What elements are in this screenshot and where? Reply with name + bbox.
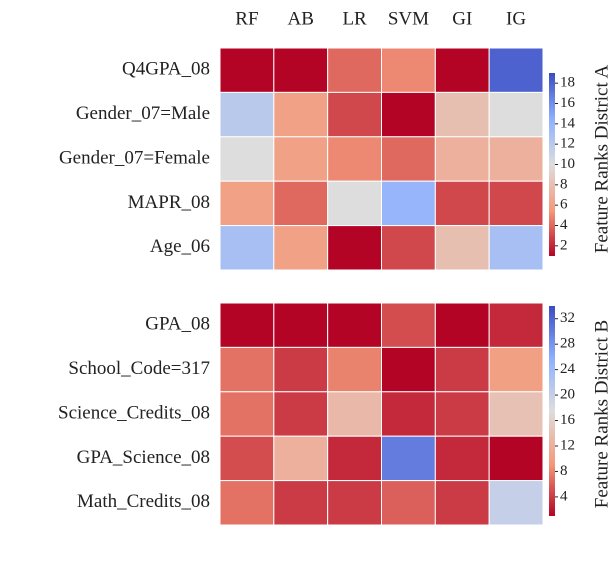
heatmap-cell <box>273 180 329 227</box>
colorbar-tick-label: 18 <box>560 75 575 91</box>
heatmap-cell <box>219 91 275 138</box>
column-label: GI <box>452 8 472 29</box>
heatmap-cell <box>434 180 490 227</box>
heatmap-cell <box>327 346 382 393</box>
row-label: MAPR_08 <box>128 192 210 213</box>
colorbar-tick-label: 16 <box>560 412 576 428</box>
heatmap-cell <box>434 391 490 437</box>
heatmap-cell <box>327 480 382 526</box>
heatmap-cell <box>219 225 275 271</box>
colorbar-tick-label: 10 <box>560 156 575 172</box>
heatmap-cell <box>273 302 329 348</box>
colorbar-tick-label: 12 <box>560 437 575 453</box>
column-label: LR <box>342 8 367 29</box>
heatmap-cell <box>488 136 544 182</box>
colorbar-tick-label: 2 <box>560 237 568 253</box>
row-label: School_Code=317 <box>68 358 210 379</box>
heatmap-cell <box>488 180 544 227</box>
row-label: Q4GPA_08 <box>122 59 210 80</box>
heatmap-cell <box>273 225 329 271</box>
heatmap-cell <box>327 435 382 482</box>
heatmap-cell <box>434 435 490 482</box>
heatmap-cell <box>219 180 275 227</box>
heatmap-cell <box>273 346 329 393</box>
heatmap-cell <box>327 180 382 227</box>
colorbar-tick-label: 4 <box>560 488 568 504</box>
heatmap-cell <box>273 435 329 482</box>
heatmap-cell <box>219 136 275 182</box>
colorbar-tick-label: 24 <box>560 361 576 377</box>
heatmap-cell <box>434 91 490 138</box>
heatmap-cell <box>273 480 329 526</box>
heatmap-cell <box>434 480 490 526</box>
heatmap-cell <box>327 91 382 138</box>
heatmap-cell <box>488 91 544 138</box>
heatmap-cell <box>488 225 544 271</box>
heatmap-cell <box>488 302 544 348</box>
heatmap-cell <box>381 47 436 93</box>
heatmap-cell <box>219 391 275 437</box>
colorbar-label: Feature Ranks District B <box>591 320 612 508</box>
heatmap-cell <box>381 302 436 348</box>
heatmap-cell <box>434 346 490 393</box>
colorbar <box>549 306 555 516</box>
column-label: SVM <box>388 8 429 29</box>
heatmap-cell <box>327 47 382 93</box>
colorbar-tick-label: 28 <box>560 336 575 352</box>
heatmap-cell <box>381 180 436 227</box>
heatmap-cell <box>381 346 436 393</box>
heatmap-cell <box>488 391 544 437</box>
heatmap-cell <box>273 47 329 93</box>
heatmap-cell <box>219 435 275 482</box>
colorbar-tick-label: 8 <box>560 463 568 479</box>
colorbar-tick-label: 12 <box>560 136 575 152</box>
heatmap-cell <box>488 435 544 482</box>
colorbar-tick-label: 20 <box>560 387 575 403</box>
row-label: GPA_Science_08 <box>77 447 210 468</box>
colorbar-tick-label: 8 <box>560 176 568 192</box>
row-label: Math_Credits_08 <box>77 491 210 512</box>
heatmap-cell <box>434 302 490 348</box>
row-label: Science_Credits_08 <box>58 402 210 423</box>
colorbar-tick-label: 16 <box>560 95 576 111</box>
colorbar-tick-label: 6 <box>560 197 568 213</box>
column-label: IG <box>506 8 526 29</box>
heatmap-cell <box>219 47 275 93</box>
heatmap-cell <box>273 136 329 182</box>
heatmap-cell <box>327 302 382 348</box>
heatmap-cell <box>434 47 490 93</box>
colorbar-label: Feature Ranks District A <box>591 65 612 254</box>
heatmap-cell <box>327 136 382 182</box>
row-label: Gender_07=Female <box>59 147 210 168</box>
heatmap-cell <box>327 391 382 437</box>
row-label: Age_06 <box>150 236 210 257</box>
colorbar-tick-label: 4 <box>560 217 568 233</box>
heatmap-cell <box>219 480 275 526</box>
colorbar-tick-label: 14 <box>560 115 576 131</box>
heatmap-cell <box>381 91 436 138</box>
colorbar-tick-label: 32 <box>560 310 575 326</box>
heatmap-cell <box>327 225 382 271</box>
heatmap-cell <box>273 391 329 437</box>
colorbar <box>549 73 555 256</box>
heatmap-cell <box>488 346 544 393</box>
heatmap-cell <box>381 391 436 437</box>
row-label: Gender_07=Male <box>76 103 210 124</box>
heatmap-cell <box>381 435 436 482</box>
heatmap-cell <box>381 480 436 526</box>
heatmap-cell <box>488 47 544 93</box>
column-label: RF <box>235 8 258 29</box>
column-label: AB <box>288 8 314 29</box>
heatmap-cell <box>219 302 275 348</box>
row-label: GPA_08 <box>145 314 210 335</box>
heatmap-cell <box>273 91 329 138</box>
heatmap-cell <box>381 225 436 271</box>
heatmap-cell <box>219 346 275 393</box>
heatmap-cell <box>488 480 544 526</box>
heatmap-cell <box>434 225 490 271</box>
heatmap-cell <box>434 136 490 182</box>
heatmap-cell <box>381 136 436 182</box>
